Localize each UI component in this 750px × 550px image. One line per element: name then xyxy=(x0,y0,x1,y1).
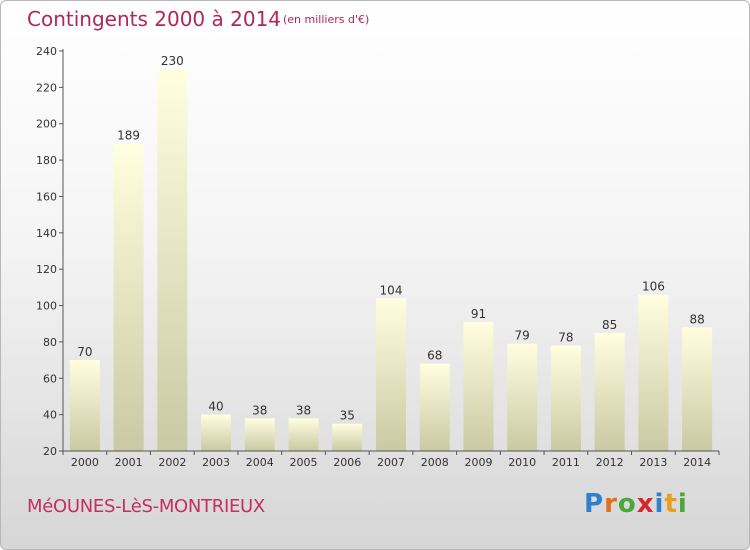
x-tick-label: 2013 xyxy=(639,456,667,469)
bar-value-label: 230 xyxy=(161,54,184,68)
logo-letter: x xyxy=(636,489,655,519)
x-tick-label: 2010 xyxy=(508,456,536,469)
bars-group: 70 189 230 40 38 38 35 104 68 91 79 78 85 106 88 xyxy=(69,54,713,451)
bar-value-label: 68 xyxy=(427,349,442,363)
logo-letter: i xyxy=(654,489,665,519)
x-tick-label: 2004 xyxy=(246,456,274,469)
y-tick-label: 180 xyxy=(36,154,57,167)
x-tick-label: 2012 xyxy=(596,456,624,469)
bar xyxy=(550,345,581,451)
x-tick-label: 2014 xyxy=(683,456,711,469)
bar-value-label: 35 xyxy=(340,409,355,423)
commune-name: MéOUNES-LèS-MONTRIEUX xyxy=(27,496,265,517)
y-tick-label: 20 xyxy=(43,445,57,458)
y-tick-label: 240 xyxy=(36,45,57,58)
x-tick-label: 2007 xyxy=(377,456,405,469)
bar xyxy=(376,298,406,451)
y-tick-label: 140 xyxy=(36,227,57,240)
bar-value-label: 85 xyxy=(602,318,617,332)
chart-subtitle: (en milliers d'€) xyxy=(283,13,370,26)
logo-letter: t xyxy=(664,489,678,519)
bar xyxy=(507,343,538,451)
x-tick-label: 2002 xyxy=(158,456,186,469)
bar-value-label: 78 xyxy=(558,331,573,345)
bar xyxy=(69,360,100,451)
bar-value-label: 40 xyxy=(208,400,223,414)
bar-value-label: 79 xyxy=(515,329,530,343)
bar-value-label: 38 xyxy=(296,403,311,417)
x-tick-label: 2003 xyxy=(202,456,230,469)
x-tick-label: 2009 xyxy=(464,456,492,469)
bar xyxy=(682,327,713,451)
bar-value-label: 38 xyxy=(252,403,267,417)
bar xyxy=(113,143,144,451)
y-tick-label: 40 xyxy=(43,409,57,422)
bar xyxy=(201,414,232,451)
logo-letter: i xyxy=(677,489,688,519)
bar-value-label: 70 xyxy=(77,345,92,359)
bar xyxy=(638,294,669,451)
y-tick-label: 120 xyxy=(36,263,57,276)
bar xyxy=(157,69,188,451)
bar-value-label: 106 xyxy=(642,280,665,294)
logo-letter: r xyxy=(604,489,618,519)
logo-letter: o xyxy=(617,489,637,519)
y-tick-label: 80 xyxy=(43,336,57,349)
bar xyxy=(244,418,275,451)
y-tick-label: 200 xyxy=(36,118,57,131)
y-tick-label: 100 xyxy=(36,300,57,313)
bar xyxy=(594,332,625,451)
chart-title: Contingents 2000 à 2014 xyxy=(27,7,282,31)
bar xyxy=(288,418,319,451)
bar xyxy=(463,321,494,451)
x-tick-label: 2011 xyxy=(552,456,580,469)
x-tick-label: 2005 xyxy=(290,456,318,469)
x-tick-label: 2006 xyxy=(333,456,361,469)
y-tick-label: 60 xyxy=(43,372,57,385)
logo-letter: P xyxy=(584,489,605,519)
bar xyxy=(419,363,450,451)
bar-value-label: 104 xyxy=(380,283,403,297)
bar-value-label: 91 xyxy=(471,307,486,321)
x-tick-label: 2001 xyxy=(115,456,143,469)
y-tick-label: 220 xyxy=(36,81,57,94)
axes-group: 20 40 60 80 100 120 140 160 180 200 220 240 2000 2001… xyxy=(36,45,720,469)
x-tick-label: 2008 xyxy=(421,456,449,469)
y-tick-label: 160 xyxy=(36,190,57,203)
proxiti-logo[interactable]: Proxiti xyxy=(584,489,688,519)
bar xyxy=(332,423,363,451)
x-tick-label: 2000 xyxy=(71,456,99,469)
bar-value-label: 189 xyxy=(117,129,140,143)
bar-value-label: 88 xyxy=(689,312,704,326)
